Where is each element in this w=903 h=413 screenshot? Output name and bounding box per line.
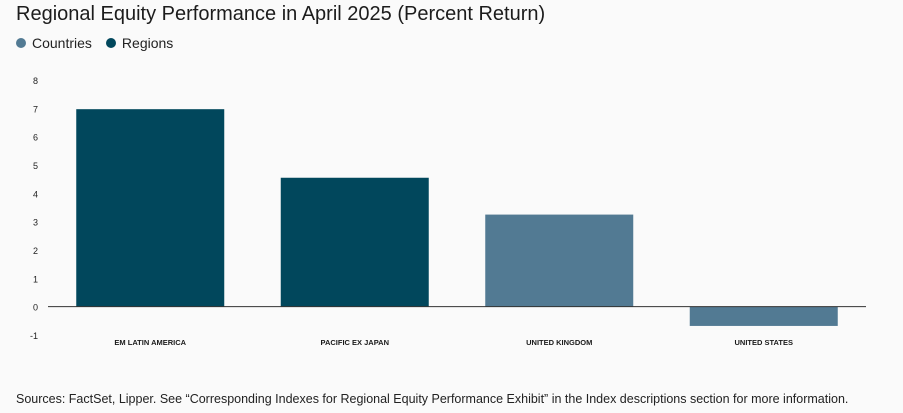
bar [76,109,225,307]
legend-item-regions: Regions [105,35,174,51]
y-tick-label: 1 [33,274,38,284]
y-tick-label: 8 [33,76,38,86]
bar [485,214,634,307]
y-axis: 8 7 6 5 4 3 2 1 0 -1 [30,76,38,341]
legend: Countries Regions [16,35,173,51]
bar [280,177,429,307]
chart-title: Regional Equity Performance in April 202… [16,3,546,25]
bar-chart: 8 7 6 5 4 3 2 1 0 -1 EM LATIN AMERICA PACIFIC EX J… [30,76,866,347]
legend-item-countries: Countries [16,35,92,51]
x-tick-label: EM LATIN AMERICA [114,338,186,347]
source-note: Sources: FactSet, Lipper. See “Correspon… [16,392,849,406]
y-tick-label: 5 [33,161,38,171]
legend-label-regions: Regions [121,35,174,51]
x-tick-label: UNITED STATES [735,338,793,347]
y-tick-label: 3 [33,218,38,228]
y-tick-label: 6 [33,133,38,143]
y-tick-label: 4 [33,189,38,199]
y-tick-label: -1 [30,331,38,341]
bar [689,306,838,326]
x-axis: EM LATIN AMERICA PACIFIC EX JAPAN UNITED K… [48,306,866,347]
y-tick-label: 7 [33,104,38,114]
legend-swatch-countries [16,38,26,48]
y-tick-label: 0 [33,303,38,313]
x-tick-label: UNITED KINGDOM [526,338,592,347]
legend-swatch-regions [105,38,116,48]
x-tick-label: PACIFIC EX JAPAN [321,338,389,347]
legend-label-countries: Countries [32,35,92,51]
bars [76,109,838,326]
y-tick-label: 2 [33,246,38,256]
